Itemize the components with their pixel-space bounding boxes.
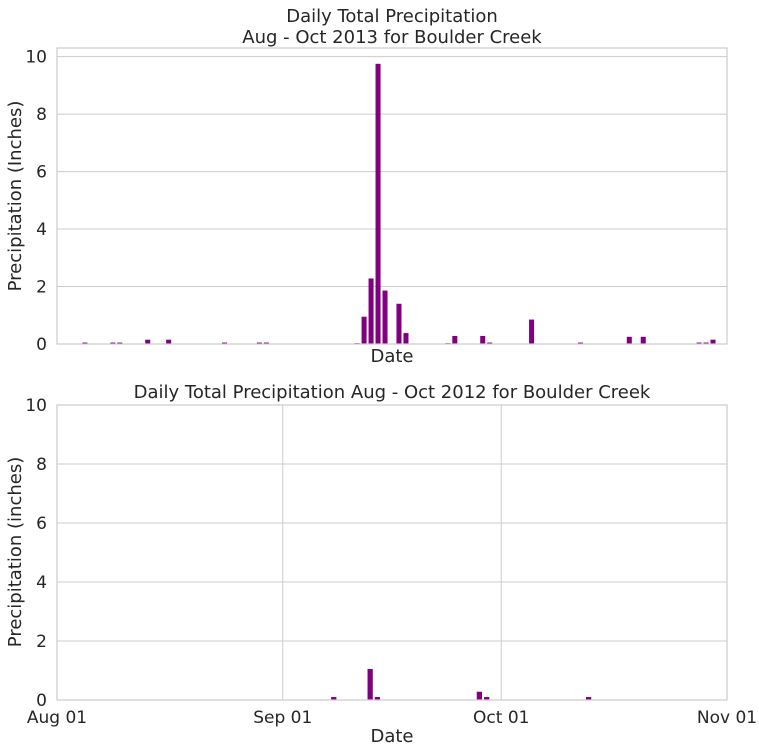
- precipitation-bar: [396, 303, 402, 344]
- y-tick-label: 0: [36, 335, 47, 355]
- chart-2012-x-axis-label: Date: [370, 726, 413, 747]
- chart-2013-x-axis-label: Date: [370, 346, 413, 367]
- precipitation-bar: [374, 697, 381, 700]
- x-tick-label: Sep 01: [253, 708, 312, 728]
- x-tick-label: Nov 01: [697, 708, 757, 728]
- y-tick-label: 10: [25, 48, 47, 68]
- chart-2013-bars: [82, 63, 716, 345]
- chart-2013: Daily Total Precipitation Aug - Oct 2013…: [5, 6, 728, 367]
- chart-2012-y-tick-labels: 0 2 4 6 8 10: [25, 396, 47, 711]
- chart-2013-y-tick-labels: 0 2 4 6 8 10: [25, 48, 47, 355]
- precipitation-bar: [403, 333, 409, 344]
- precipitation-bar: [221, 342, 228, 344]
- precipitation-bar: [703, 342, 709, 344]
- y-tick-label: 4: [36, 573, 47, 593]
- precipitation-bar: [82, 342, 88, 344]
- precipitation-bar: [529, 319, 535, 344]
- chart-2013-title-line2: Aug - Oct 2013 for Boulder Creek: [242, 27, 542, 48]
- chart-2013-plot-frame: [56, 47, 728, 345]
- precipitation-bar: [256, 342, 262, 344]
- precipitation-bar: [368, 278, 374, 344]
- precipitation-bar: [145, 339, 151, 344]
- chart-2012-gridlines: [56, 404, 728, 701]
- y-tick-label: 8: [36, 105, 47, 125]
- y-tick-label: 2: [36, 632, 47, 652]
- chart-2013-gridlines: [57, 56, 727, 345]
- y-tick-label: 0: [36, 691, 47, 711]
- precipitation-bar: [367, 669, 373, 700]
- precipitation-bar: [452, 335, 458, 344]
- precipitation-bar: [640, 336, 646, 344]
- precipitation-bar: [110, 342, 116, 344]
- precipitation-bar: [476, 691, 483, 700]
- precipitation-bar: [361, 316, 367, 344]
- precipitation-bar: [710, 339, 716, 344]
- chart-2012-bars: [331, 669, 592, 700]
- precipitation-bar: [586, 697, 592, 700]
- precipitation-bar: [117, 342, 123, 344]
- chart-2012-y-axis-label: Precipitation (inches): [5, 457, 26, 647]
- precipitation-bar: [375, 63, 381, 345]
- y-tick-label: 4: [36, 220, 47, 240]
- precipitation-bar: [263, 342, 269, 344]
- precipitation-bar: [331, 697, 337, 700]
- x-tick-label: Oct 01: [473, 708, 529, 728]
- chart-2012-plot-frame: [56, 404, 728, 701]
- chart-2012: Daily Total Precipitation Aug - Oct 2012…: [5, 382, 757, 747]
- precipitation-bar: [166, 339, 172, 344]
- y-tick-label: 6: [36, 163, 47, 183]
- chart-2013-y-axis-label: Precipitation (Inches): [5, 101, 26, 292]
- chart-2012-title: Daily Total Precipitation Aug - Oct 2012…: [134, 382, 651, 403]
- chart-2012-x-tick-labels: Aug 01 Sep 01 Oct 01 Nov 01: [27, 708, 757, 728]
- y-tick-label: 10: [25, 396, 47, 416]
- precipitation-bar: [626, 336, 632, 344]
- y-tick-label: 2: [36, 278, 47, 298]
- precipitation-bar: [484, 697, 490, 700]
- precipitation-bar: [382, 290, 388, 344]
- x-tick-label: Aug 01: [27, 708, 87, 728]
- precipitation-bar: [480, 335, 486, 344]
- chart-2013-title-line1: Daily Total Precipitation: [286, 6, 498, 27]
- precipitation-bar: [577, 342, 583, 344]
- precipitation-bar: [696, 342, 702, 344]
- y-tick-label: 6: [36, 514, 47, 534]
- y-tick-label: 8: [36, 455, 47, 475]
- precipitation-bar: [487, 342, 493, 344]
